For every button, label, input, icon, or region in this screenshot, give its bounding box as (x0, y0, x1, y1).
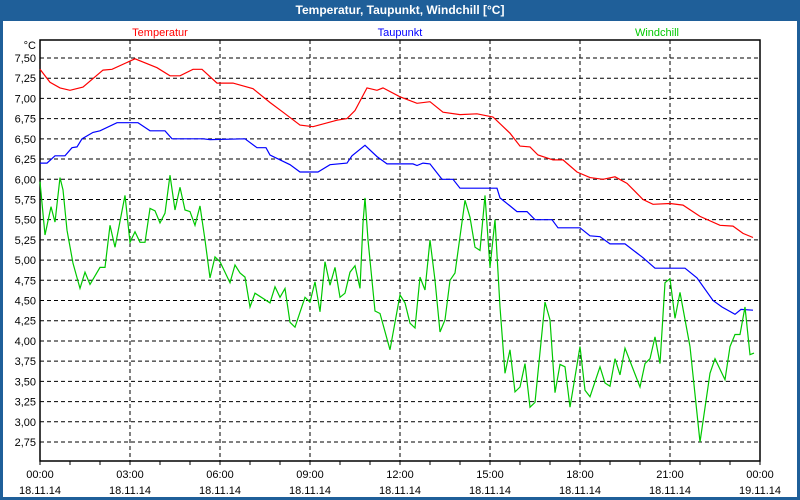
x-tick-time: 18:00 (566, 469, 594, 481)
series-line-windchill (39, 175, 755, 443)
y-tick-label: 7,00 (15, 93, 36, 105)
y-tick-label: 6,25 (15, 154, 36, 166)
y-tick-label: 6,50 (15, 134, 36, 146)
y-tick-label: 4,50 (15, 296, 36, 308)
x-tick-time: 15:00 (476, 469, 504, 481)
x-tick-time: 00:00 (26, 469, 54, 481)
y-axis-unit: °C (24, 40, 36, 52)
window-title: Temperatur, Taupunkt, Windchill [°C] (0, 0, 800, 21)
y-tick-label: 3,75 (15, 356, 36, 368)
y-tick-label: 7,50 (15, 53, 36, 65)
y-tick-label: 5,00 (15, 255, 36, 267)
x-tick-date: 18.11.14 (379, 485, 421, 497)
y-tick-label: 3,25 (15, 397, 36, 409)
series-line-temperatur (39, 58, 754, 239)
x-tick-time: 06:00 (206, 469, 234, 481)
y-tick-label: 4,00 (15, 336, 36, 348)
x-tick-time: 12:00 (386, 469, 414, 481)
x-tick-time: 21:00 (656, 469, 684, 481)
y-tick-label: 6,00 (15, 174, 36, 186)
x-tick-date: 18.11.14 (289, 485, 331, 497)
y-tick-label: 5,25 (15, 235, 36, 247)
y-tick-label: 7,25 (15, 73, 36, 85)
x-tick-date: 18.11.14 (649, 485, 691, 497)
x-tick-date: 18.11.14 (469, 485, 511, 497)
x-tick-time: 03:00 (116, 469, 144, 481)
y-tick-label: 5,75 (15, 194, 36, 206)
x-tick-date: 18.11.14 (19, 485, 61, 497)
legend-windchill: Windchill (635, 27, 679, 39)
plot-frame (39, 39, 761, 462)
y-tick-label: 2,75 (15, 437, 36, 449)
x-tick-date: 18.11.14 (559, 485, 601, 497)
legend-temperatur: Temperatur (132, 27, 188, 39)
y-tick-label: 4,75 (15, 275, 36, 287)
x-tick-date: 19.11.14 (739, 485, 781, 497)
series-line-taupunkt (40, 122, 754, 316)
legend-taupunkt: Taupunkt (378, 27, 423, 39)
y-tick-label: 3,50 (15, 376, 36, 388)
x-tick-date: 18.11.14 (109, 485, 151, 497)
y-tick-label: 6,75 (15, 114, 36, 126)
y-tick-label: 4,25 (15, 316, 36, 328)
y-tick-label: 5,50 (15, 215, 36, 227)
x-tick-date: 18.11.14 (199, 485, 241, 497)
x-tick-time: 00:00 (746, 469, 774, 481)
y-tick-label: 3,00 (15, 417, 36, 429)
x-tick-time: 09:00 (296, 469, 324, 481)
